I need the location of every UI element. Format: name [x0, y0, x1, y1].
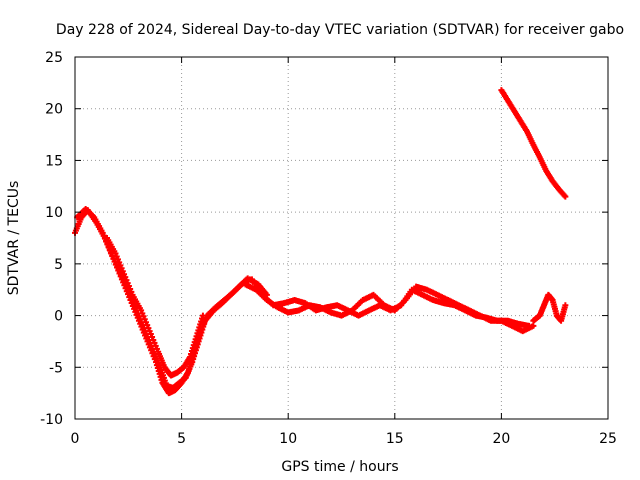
satellite-track-2 — [74, 206, 251, 391]
y-tick-label: 10 — [45, 205, 63, 221]
y-axis-label: SDTVAR / TECUs — [6, 181, 22, 296]
data-point-marker — [526, 322, 533, 329]
satellite-track-7 — [498, 87, 569, 200]
y-tick-label: -10 — [40, 412, 63, 428]
grid-lines — [75, 57, 608, 419]
axis-ticks: 0 5 10 15 20 25 -10 -5 0 5 10 15 20 25 — [40, 50, 617, 447]
y-tick-label: -5 — [49, 360, 63, 376]
y-tick-label: 0 — [54, 309, 63, 325]
data-point-marker — [199, 312, 206, 319]
x-tick-label: 10 — [279, 431, 297, 447]
chart-title: Day 228 of 2024, Sidereal Day-to-day VTE… — [56, 22, 624, 38]
y-tick-label: 5 — [54, 257, 63, 273]
satellite-track-5 — [248, 276, 533, 329]
satellite-track-6 — [530, 291, 569, 324]
x-tick-label: 20 — [492, 431, 510, 447]
x-tick-label: 5 — [177, 431, 186, 447]
data-point-marker — [244, 275, 251, 282]
x-tick-label: 25 — [599, 431, 617, 447]
y-tick-label: 20 — [45, 102, 63, 118]
data-series — [72, 87, 569, 397]
data-point-marker — [562, 302, 569, 309]
data-point-marker — [562, 193, 569, 200]
y-tick-label: 15 — [45, 153, 63, 169]
x-tick-label: 15 — [386, 431, 404, 447]
plot-area-border — [74, 56, 609, 420]
y-tick-label: 25 — [45, 50, 63, 66]
satellite-track-3 — [103, 235, 206, 379]
x-axis-label: GPS time / hours — [281, 459, 398, 475]
x-tick-label: 0 — [71, 431, 80, 447]
